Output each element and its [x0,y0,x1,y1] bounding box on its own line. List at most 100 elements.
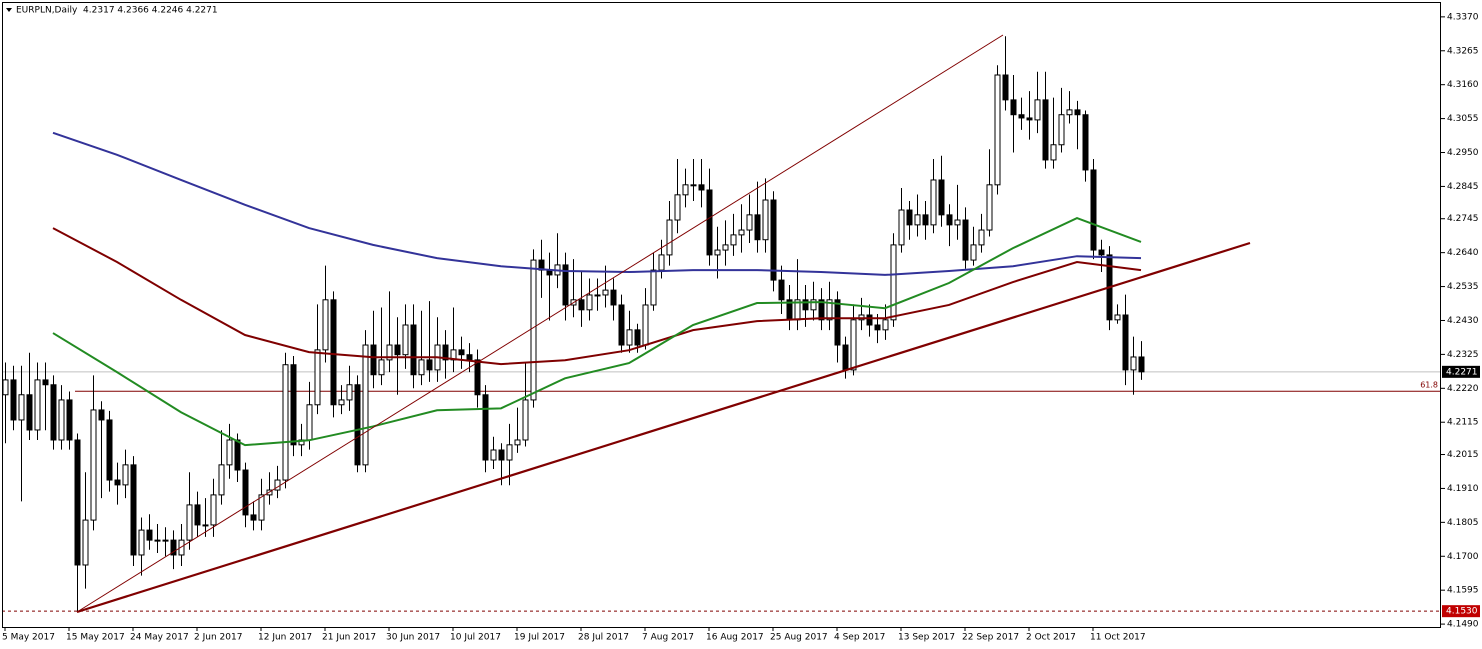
candle-body [834,299,841,346]
candle-body [666,219,673,256]
candle-body [650,269,657,306]
candle-body [754,214,761,241]
candle-body [970,244,977,261]
candle-body [282,364,289,481]
candle-body [1074,109,1081,116]
candle-body [562,264,569,306]
fib-level-label: 61.8 [1420,381,1438,390]
candle-body [1066,109,1073,116]
candle-body [914,214,921,226]
candle-body [82,519,89,566]
candle-body [242,469,249,516]
last-price-label: 4.2271 [1446,367,1478,377]
candle-body [226,439,233,466]
x-tick-label: 22 Sep 2017 [962,633,1019,643]
x-tick-label: 19 Jul 2017 [514,633,565,643]
candle-body [50,384,57,441]
candle-body [66,399,73,441]
candle-body [762,199,769,241]
candle-body [250,514,257,521]
candle-body [354,384,361,466]
y-tick-label: 4.3265 [1447,46,1479,56]
trend-line [76,241,1251,614]
candle-body [258,494,265,521]
candle-body [930,179,937,226]
candle-body [514,439,521,446]
candle-body [842,344,849,371]
last-price-box [1442,365,1480,378]
candle-body [874,324,881,331]
candle-body [1114,314,1121,321]
candle-body [706,189,713,256]
candle-body [1090,169,1097,251]
plot-area [2,36,1441,612]
candle-body [738,229,745,236]
candle-body [986,184,993,231]
y-tick-label: 4.1700 [1447,552,1479,562]
candle-body [146,529,153,541]
candle-body [210,494,217,526]
candle-body [810,299,817,311]
candle-body [1138,356,1145,373]
candle-body [658,254,665,271]
candle-body [522,399,529,441]
candle-body [362,344,369,466]
candle-body [682,184,689,196]
candle-body [426,359,433,371]
candle-body [642,304,649,346]
candle-body [530,259,537,401]
x-tick-label: 10 Jul 2017 [450,633,501,643]
candle-body [866,314,873,326]
candle-body [618,304,625,346]
candle-body [474,359,481,396]
x-tick-label: 21 Jun 2017 [322,633,376,643]
candle-body [730,234,737,246]
candle-body [2,379,9,396]
x-tick-label: 30 Jun 2017 [386,633,440,643]
candle-body [314,349,321,406]
candle-body [10,379,17,421]
candle-body [818,299,825,321]
candle-body [98,409,105,421]
candle-body [138,529,145,556]
x-tick-label: 7 Aug 2017 [642,633,694,643]
candle-body [338,399,345,406]
candle-body [378,359,385,376]
candle-body [906,209,913,226]
candle-body [626,329,633,346]
candle-body [130,464,137,556]
candle-body [90,409,97,521]
candle-body [402,324,409,356]
candle-body [746,214,753,231]
candle-body [1042,99,1049,161]
candle-body [322,299,329,351]
x-tick-label: 24 May 2017 [130,633,189,643]
candle-body [18,394,25,421]
candle-body [698,184,705,191]
y-tick-label: 4.2115 [1447,418,1479,428]
x-tick-label: 2 Jun 2017 [194,633,242,643]
x-tick-label: 4 Sep 2017 [834,633,885,643]
candle-body [58,399,65,441]
candle-body [178,539,185,556]
candle-body [466,354,473,361]
candle-body [290,364,297,446]
x-tick-label: 11 Oct 2017 [1090,633,1146,643]
candle-body [194,504,201,526]
candle-body [202,524,209,527]
candle-body [978,229,985,246]
candle-body [162,539,169,542]
y-tick-label: 4.2745 [1447,214,1479,224]
price-marker-label: 4.1530 [1446,607,1478,617]
candle-body [418,359,425,376]
candle-body [994,74,1001,186]
candle-body [722,244,729,251]
trend-line [76,34,1004,613]
candle-body [1002,74,1009,101]
candle-body [330,299,337,406]
candle-body [170,539,177,556]
x-tick-label: 5 May 2017 [2,633,55,643]
y-tick-label: 4.1910 [1447,484,1479,494]
candle-body [898,209,905,246]
